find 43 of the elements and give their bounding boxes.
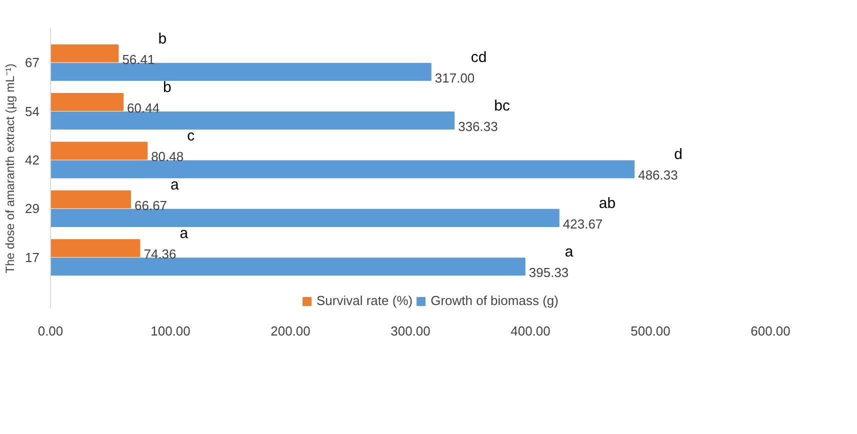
bar [50,239,140,258]
x-tick-label: 300.00 [390,324,430,338]
data-label: 317.00 [434,70,475,86]
data-label: 336.33 [458,119,498,134]
bar [50,208,560,227]
annotation: c [187,128,196,145]
bar [50,160,635,178]
legend-label: Growth of biomass (g) [430,293,558,308]
x-tick-label: 100.00 [150,324,190,338]
y-tick-label: 54 [25,104,40,119]
data-label: 423.67 [562,216,603,232]
y-tick-label: 67 [25,55,40,70]
bar [50,258,526,276]
annotation: bc [494,98,510,115]
annotation: ab [598,194,616,212]
annotation: d [674,146,682,164]
annotation: b [158,30,167,48]
y-axis-title: The dose of amaranth extract (µg mL⁻¹) [3,64,18,274]
bar [50,142,148,160]
x-tick-label: 0.00 [38,324,64,338]
x-tick-label: 500.00 [630,324,670,338]
annotation: b [163,79,172,96]
x-tick-label: 400.00 [510,324,550,338]
annotation: a [564,244,574,261]
data-label: 66.67 [134,198,168,213]
data-label: 486.33 [638,168,678,183]
data-label: 56.41 [122,52,155,67]
y-tick-label: 17 [25,250,40,265]
y-tick-label: 42 [25,152,40,168]
bar [50,93,124,112]
annotation: a [170,176,180,194]
data-label: 80.48 [151,149,184,164]
annotation: cd [470,48,487,66]
bar [50,190,132,208]
x-tick-label: 600.00 [750,324,790,338]
legend-label: Survival rate (%) [316,293,413,308]
bar [50,44,119,62]
x-tick-label: 200.00 [270,324,310,338]
data-label: 395.33 [528,265,569,280]
bar [50,62,432,81]
annotation: a [180,225,189,242]
y-tick-label: 29 [25,201,40,216]
bar [50,112,455,130]
